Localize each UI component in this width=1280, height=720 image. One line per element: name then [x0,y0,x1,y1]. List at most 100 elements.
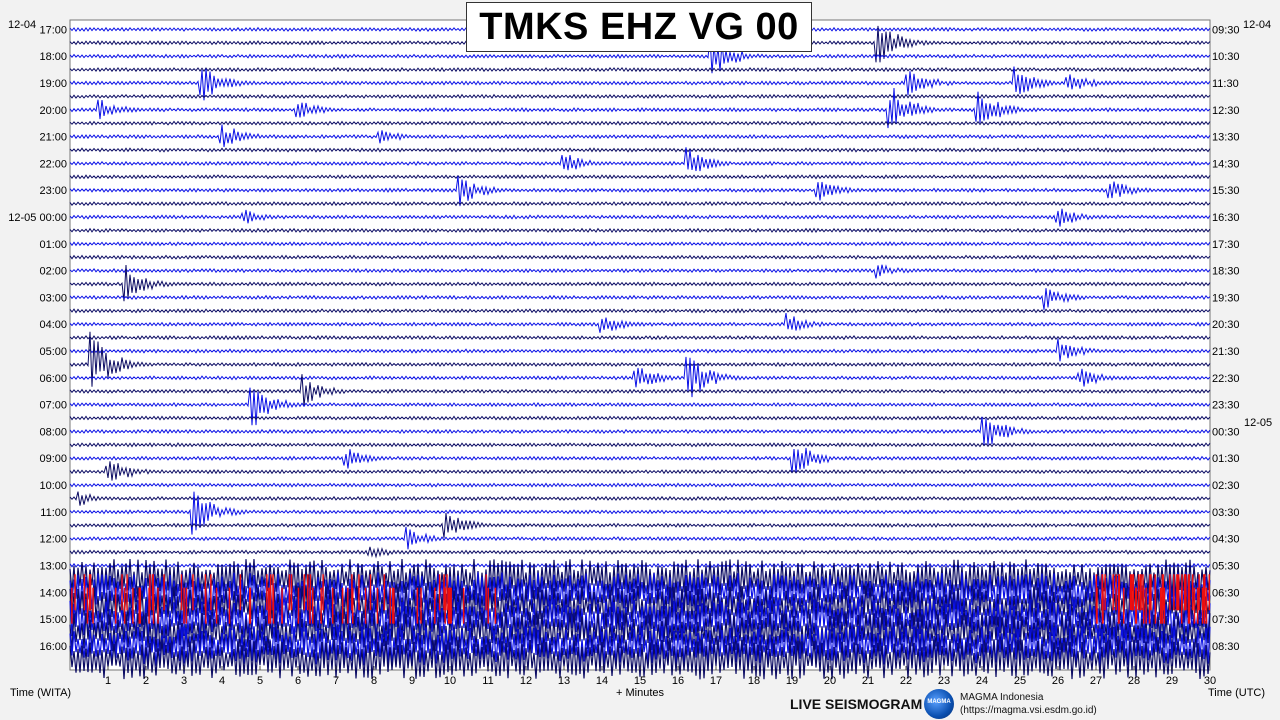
right-time-label: 01:30 [1212,453,1240,465]
right-time-labels: 09:30 10:30 11:30 12:30 13:30 14:30 15:30 16:30… [1212,24,1240,652]
minute-tick-label: 11 [482,675,493,687]
minute-tick-label: 29 [1166,675,1178,687]
minute-tick-label: 23 [938,675,950,687]
left-time-label: 08:00 [39,426,67,438]
organization-name: MAGMA Indonesia [960,692,1044,703]
left-time-label: 04:00 [39,319,67,331]
left-time-label: 13:00 [39,560,67,572]
trace-line [69,491,1211,535]
left-time-label: 14:00 [39,587,67,599]
right-time-label: 18:30 [1212,266,1240,278]
trace-line [69,338,1211,362]
left-time-label: 19:00 [39,78,67,90]
right-time-label: 03:30 [1212,507,1240,519]
left-time-label: 10:00 [39,480,67,492]
plot-area [69,19,1211,671]
trace-line [69,562,1211,569]
left-time-label: 23:00 [39,185,67,197]
trace-line [69,585,1211,626]
title-box: TMKS EHZ VG 00 [466,2,812,52]
minute-tick-label: 13 [558,675,570,687]
trace-line [69,313,1211,333]
live-seismogram-label: LIVE SEISMOGRAM [790,696,923,712]
trace-line [69,147,1211,153]
minute-tick-label: 8 [371,675,377,687]
right-time-label: 00:30 [1212,426,1240,438]
trace-line [69,264,1211,302]
trace-line [69,208,1211,227]
minute-tick-label: 12 [520,675,532,687]
trace-line [69,200,1211,207]
right-time-label: 11:30 [1212,78,1239,90]
trace-line [69,526,1211,550]
minute-tick-label: 7 [333,675,339,687]
left-time-label: 12:00 [39,534,67,546]
trace-line [69,66,1211,73]
trace-line [69,415,1211,421]
trace-line [69,241,1211,247]
date-right-mid: 12-05 [1244,417,1273,429]
minute-tick-label: 6 [295,675,301,687]
right-time-label: 23:30 [1212,400,1240,412]
left-time-label: 03:00 [39,292,67,304]
trace-line [69,175,1211,207]
trace-line [69,334,1211,341]
minute-tick-label: 3 [181,675,187,687]
minute-tick-label: 4 [219,675,225,687]
trace-line [69,227,1211,234]
left-time-label: 06:00 [39,373,67,385]
trace-line [69,416,1211,446]
right-time-label: 09:30 [1212,24,1240,36]
right-time-label: 07:30 [1212,614,1240,626]
left-time-label: 09:00 [39,453,67,465]
trace-line [69,120,1211,126]
minute-tick-label: 2 [143,675,149,687]
trace-line [69,93,1211,100]
x-label-center: + Minutes [616,687,664,699]
magma-logo-icon: MAGMA [924,689,954,719]
right-time-label: 21:30 [1212,346,1240,358]
minute-tick-label: 10 [444,675,456,687]
chart-title: TMKS EHZ VG 00 [479,5,799,48]
minute-tick-label: 25 [1014,675,1026,687]
left-time-labels: 17:00 18:00 19:00 20:00 21:00 22:00 23:00 12-05… [8,24,67,652]
trace-line [69,447,1211,474]
trace-line [69,288,1211,310]
right-time-label: 06:30 [1212,587,1240,599]
date-right-top: 12-04 [1243,19,1272,31]
seismic-traces [69,25,1211,680]
left-time-label: 12-05 00:00 [8,212,67,224]
left-time-label: 15:00 [39,614,67,626]
left-time-label: 17:00 [39,24,67,36]
trace-line [69,374,1211,407]
right-time-label: 17:30 [1212,239,1240,251]
right-time-label: 20:30 [1212,319,1240,331]
trace-line [69,124,1211,148]
trace-line [69,612,1211,653]
trace-line [69,147,1211,172]
minute-tick-label: 30 [1204,675,1216,687]
minute-tick-labels: 1 2 3 4 5 6 7 8 9 10 11 12 13 14 15 16 17 18 19 20 21 22 23 24 2… [105,675,1216,687]
minute-grid [107,666,1173,670]
right-time-label: 10:30 [1212,51,1240,63]
minute-tick-label: 21 [862,675,874,687]
right-time-label: 08:30 [1212,641,1240,653]
trace-line [69,254,1211,260]
minute-tick-label: 27 [1090,675,1102,687]
trace-line [69,546,1211,559]
left-time-label: 20:00 [39,105,67,117]
trace-line [69,308,1211,314]
trace-line [69,356,1211,398]
right-time-label: 16:30 [1212,212,1240,224]
right-time-label: 02:30 [1212,480,1240,492]
minute-tick-label: 9 [409,675,415,687]
left-time-label: 22:00 [39,158,67,170]
trace-line [69,264,1211,279]
left-time-label: 11:00 [40,507,67,519]
trace-line [69,387,1211,426]
minute-tick-label: 24 [976,675,988,687]
right-time-label: 12:30 [1212,105,1240,117]
minute-tick-label: 19 [786,675,798,687]
x-label-right: Time (UTC) [1208,687,1266,699]
